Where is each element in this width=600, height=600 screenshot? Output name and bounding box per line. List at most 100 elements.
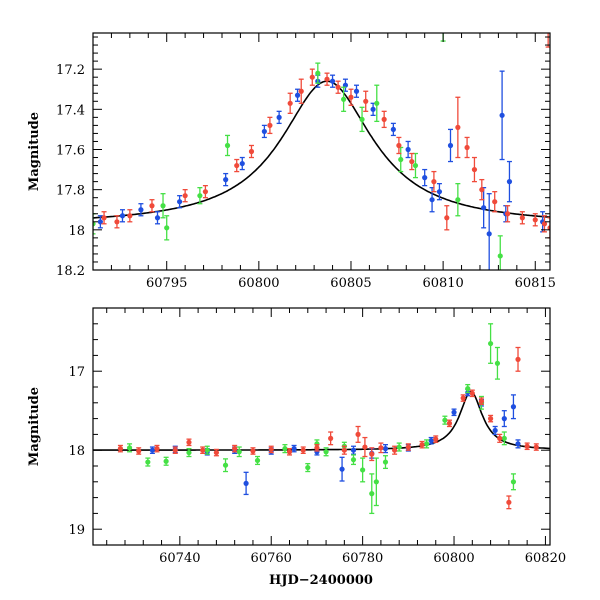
- data-point: [519, 215, 525, 221]
- data-point: [481, 205, 487, 211]
- data-point: [291, 446, 297, 452]
- x-tick-label: 60805: [330, 276, 371, 291]
- data-point: [424, 441, 430, 447]
- data-point: [197, 193, 203, 199]
- data-point: [234, 162, 240, 169]
- data-point: [494, 360, 501, 366]
- data-point: [126, 445, 133, 451]
- data-point: [202, 189, 209, 195]
- data-point: [436, 189, 443, 195]
- data-point: [390, 126, 396, 133]
- y-tick-label: 17.4: [56, 103, 85, 118]
- data-point: [396, 142, 402, 149]
- data-point: [315, 70, 321, 76]
- x-tick-label: 60820: [525, 551, 566, 566]
- data-point: [342, 82, 349, 88]
- data-point: [328, 435, 334, 441]
- data-point: [497, 435, 503, 441]
- data-point: [405, 146, 411, 153]
- data-point: [455, 124, 461, 130]
- data-point: [487, 416, 494, 422]
- y-tick-label: 17.8: [56, 184, 85, 199]
- data-point: [300, 447, 306, 453]
- data-point: [314, 445, 320, 451]
- model-curve: [93, 80, 550, 219]
- data-point: [355, 431, 361, 437]
- data-point: [486, 231, 492, 237]
- data-point: [350, 447, 357, 453]
- data-point: [341, 447, 347, 453]
- y-axis-label: Magnitude: [27, 387, 42, 466]
- data-point: [419, 442, 425, 448]
- data-point: [286, 449, 293, 455]
- data-point: [441, 26, 446, 31]
- data-point: [547, 225, 550, 231]
- data-point: [97, 219, 103, 225]
- data-point: [478, 398, 485, 404]
- data-point: [276, 114, 282, 120]
- data-point: [510, 404, 517, 410]
- data-point: [362, 444, 368, 450]
- data-point: [149, 447, 156, 453]
- data-point: [374, 100, 380, 106]
- data-point: [487, 340, 494, 347]
- data-point: [492, 199, 498, 205]
- data-point: [455, 197, 461, 203]
- data-point: [497, 253, 503, 259]
- data-point: [353, 88, 360, 94]
- data-point: [506, 499, 512, 505]
- data-point: [236, 449, 242, 455]
- y-tick-label: 18: [68, 224, 85, 239]
- y-axis-label: Magnitude: [27, 112, 42, 191]
- x-tick-label: 60800: [238, 276, 279, 291]
- data-point: [305, 464, 311, 471]
- data-point: [267, 122, 273, 128]
- plot-frame: [92, 307, 551, 546]
- data-point: [369, 451, 375, 457]
- x-tick-label: 60815: [515, 276, 556, 291]
- data-point: [282, 446, 288, 452]
- data-point: [239, 160, 245, 167]
- data-point: [405, 444, 411, 450]
- data-point: [160, 203, 166, 209]
- data-point: [339, 466, 345, 472]
- data-point: [381, 116, 387, 122]
- data-point: [492, 427, 498, 434]
- data-point: [177, 199, 183, 205]
- data-point: [114, 219, 120, 225]
- data-point: [465, 385, 471, 392]
- data-point: [200, 447, 206, 453]
- data-point: [348, 94, 354, 100]
- data-point: [145, 459, 151, 465]
- data-point: [268, 446, 274, 453]
- data-point: [204, 447, 210, 453]
- data-point: [524, 443, 530, 449]
- x-tick-label: 60810: [422, 276, 463, 291]
- data-point: [431, 179, 437, 185]
- data-point: [533, 444, 539, 450]
- data-point: [294, 92, 301, 98]
- series-green: [93, 26, 503, 270]
- data-point: [447, 142, 454, 149]
- data-point: [243, 480, 249, 486]
- data-point: [186, 449, 192, 456]
- data-point: [335, 84, 341, 90]
- x-tick-label: 60760: [251, 551, 292, 566]
- data-point: [172, 447, 178, 453]
- data-point: [323, 449, 329, 455]
- data-point: [446, 420, 453, 426]
- x-tick-label: 60795: [146, 276, 187, 291]
- data-point: [182, 193, 188, 199]
- data-point: [370, 106, 376, 112]
- data-point: [154, 446, 160, 452]
- y-tick-label: 18.2: [56, 264, 85, 279]
- data-point: [515, 441, 521, 447]
- data-point: [149, 203, 155, 209]
- data-point: [222, 462, 229, 468]
- plot-frame: [92, 32, 551, 271]
- data-point: [479, 187, 485, 193]
- data-point: [254, 457, 261, 464]
- data-point: [117, 446, 124, 452]
- data-point: [248, 148, 255, 155]
- x-tick-label: 60740: [159, 551, 200, 566]
